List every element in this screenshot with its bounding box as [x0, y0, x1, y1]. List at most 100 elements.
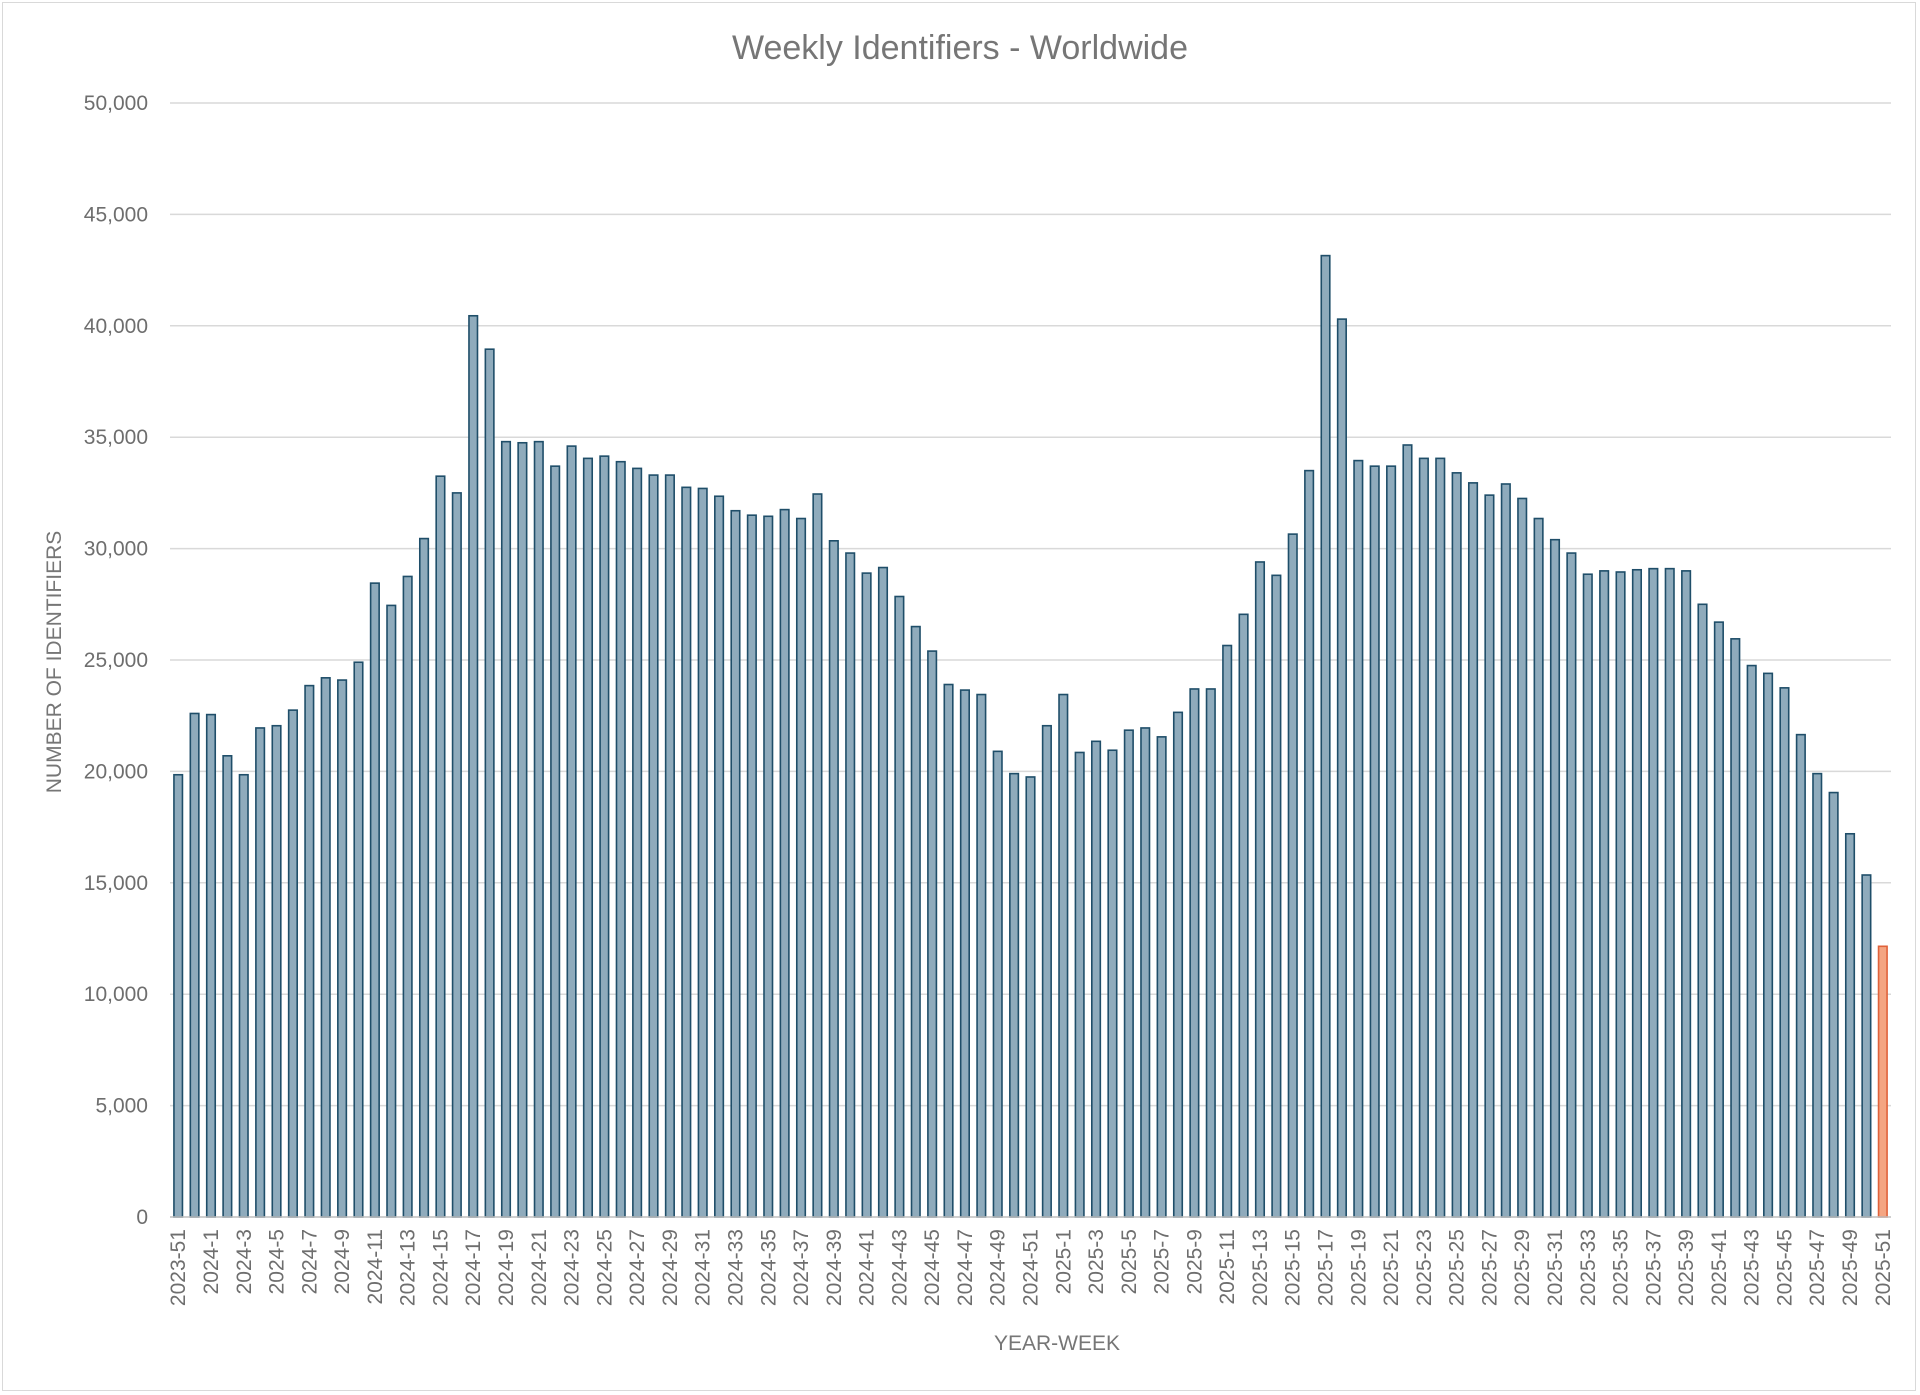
bar-2025-10 [1205, 688, 1216, 1218]
bar-2024-20 [517, 441, 528, 1218]
bar-2024-40 [845, 552, 856, 1218]
x-tick-label: 2025-5 [1118, 1229, 1141, 1294]
x-tick-label: 2025-45 [1773, 1229, 1796, 1306]
bar-2025-28 [1500, 483, 1511, 1218]
bar-2024-41 [861, 572, 872, 1218]
x-tick-label: 2025-33 [1577, 1229, 1600, 1306]
y-tick-label: 20,000 [84, 760, 148, 783]
bar-2024-21 [533, 440, 544, 1218]
bar-2025-18 [1336, 318, 1347, 1218]
bar-2025-36 [1631, 568, 1643, 1218]
bar-2025-29 [1517, 497, 1528, 1218]
x-tick-label: 2024-13 [397, 1229, 420, 1306]
bar-2024-11 [369, 582, 380, 1218]
bar-2025-22 [1402, 444, 1413, 1218]
bar-2025-27 [1484, 494, 1495, 1218]
bar-2024-50 [1009, 772, 1020, 1218]
bar-2025-34 [1599, 570, 1610, 1218]
y-tick-label: 35,000 [84, 426, 148, 449]
bar-2024-46 [943, 683, 954, 1218]
bar-2025-7 [1156, 736, 1167, 1218]
bar-2025-8 [1172, 711, 1184, 1218]
x-tick-label: 2023-51 [167, 1229, 190, 1306]
bar-2024-35 [763, 515, 774, 1218]
x-tick-label: 2025-3 [1085, 1229, 1108, 1294]
x-tick-label: 2025-31 [1544, 1229, 1567, 1306]
x-tick-label: 2025-11 [1216, 1229, 1239, 1305]
x-tick-label: 2024-35 [757, 1229, 780, 1306]
x-tick-label: 2025-9 [1183, 1229, 1206, 1294]
bar-2025-44 [1763, 672, 1774, 1218]
bar-2025-20 [1369, 465, 1380, 1218]
x-tick-label: 2024-3 [233, 1229, 256, 1294]
bar-2024-48 [976, 693, 987, 1218]
x-tick-label: 2025-25 [1446, 1229, 1469, 1306]
bar-2025-14 [1271, 574, 1282, 1218]
x-tick-label: 2024-27 [626, 1229, 649, 1306]
bar-2024-23 [566, 445, 577, 1218]
x-tick-label: 2024-19 [495, 1229, 518, 1306]
bar-2024-26 [615, 460, 626, 1218]
bar-2025-25 [1451, 472, 1462, 1218]
bar-2024-44 [910, 625, 921, 1218]
bar-2025-19 [1353, 459, 1364, 1218]
bar-2024-24 [582, 457, 594, 1218]
y-tick-label: 30,000 [84, 538, 148, 561]
bar-2025-6 [1140, 727, 1151, 1218]
x-tick-label: 2024-15 [429, 1229, 452, 1306]
bar-2025-26 [1467, 482, 1479, 1218]
x-tick-label: 2025-47 [1806, 1229, 1829, 1306]
bar-2024-27 [632, 467, 643, 1218]
bar-2025-17 [1320, 254, 1331, 1218]
bar-2025-32 [1566, 552, 1577, 1218]
bar-2024-32 [714, 495, 725, 1218]
bar-2024-5 [271, 724, 282, 1218]
x-tick-label: 2024-23 [561, 1229, 584, 1306]
bar-2024-28 [648, 474, 659, 1218]
bar-2024-10 [353, 661, 364, 1218]
x-tick-label: 2024-9 [331, 1229, 354, 1294]
y-tick-label: 25,000 [84, 649, 148, 672]
bar-2024-17 [468, 314, 479, 1218]
bar-2025-41 [1713, 621, 1724, 1218]
bar-2024-45 [927, 650, 938, 1218]
bar-2025-15 [1287, 533, 1298, 1218]
x-tick-label: 2024-41 [856, 1229, 879, 1306]
y-tick-label: 5,000 [95, 1095, 148, 1118]
bar-2024-13 [402, 575, 413, 1218]
x-tick-label: 2024-25 [593, 1229, 616, 1306]
bar-2025-49 [1844, 832, 1856, 1218]
bar-2025-13 [1254, 561, 1266, 1218]
y-tick-label: 50,000 [84, 92, 148, 115]
bar-2025-39 [1681, 570, 1692, 1218]
bar-2024-39 [828, 540, 839, 1218]
bar-2024-18 [484, 348, 495, 1218]
x-tick-label: 2024-11 [364, 1229, 387, 1305]
bar-2024-3 [238, 773, 249, 1218]
bar-2024-42 [877, 566, 889, 1218]
bar-2024-29 [664, 474, 675, 1218]
bar-2025-42 [1730, 638, 1741, 1218]
x-tick-label: 2024-39 [823, 1229, 846, 1306]
bar-2024-16 [451, 492, 462, 1218]
bar-2025-47 [1812, 772, 1823, 1218]
bar-2025-31 [1549, 538, 1561, 1218]
bar-2024-34 [746, 514, 757, 1218]
bar-2025-4 [1107, 749, 1118, 1218]
bar-2025-38 [1664, 567, 1675, 1218]
bar-2024-12 [386, 604, 397, 1218]
bar-2025-9 [1189, 688, 1200, 1218]
bar-2025-50 [1861, 874, 1872, 1218]
y-tick-label: 10,000 [84, 983, 148, 1006]
bar-2024-33 [730, 509, 741, 1218]
x-tick-label: 2025-21 [1380, 1229, 1403, 1306]
bar-2024-1 [205, 713, 217, 1218]
bar-2024-52 [1041, 724, 1052, 1218]
x-tick-label: 2024-31 [692, 1229, 715, 1306]
x-tick-label: 2024-17 [462, 1229, 485, 1306]
bar-2025-3 [1091, 740, 1102, 1218]
bars [173, 254, 1888, 1218]
x-tick-label: 2024-49 [987, 1229, 1010, 1306]
x-tick-label: 2024-37 [790, 1229, 813, 1306]
bar-2025-2 [1074, 751, 1085, 1218]
